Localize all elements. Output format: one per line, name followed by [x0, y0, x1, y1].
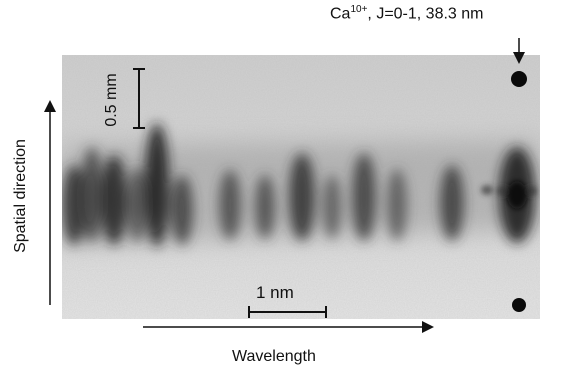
spectrogram-film-image: [62, 55, 540, 319]
ion-line-annotation: Ca10+, J=0-1, 38.3 nm: [330, 4, 483, 23]
vertical-scale-label: 0.5 mm: [103, 73, 120, 127]
transition-info: , J=0-1, 38.3 nm: [367, 5, 484, 23]
ca10-line-core: [481, 181, 537, 209]
reference-dot-top: [511, 71, 527, 87]
x-axis-label: Wavelength: [232, 348, 316, 365]
y-axis-label: Spatial direction: [12, 139, 29, 253]
spectral-lines: [62, 123, 535, 247]
ion-charge: 10+: [350, 4, 368, 15]
reference-dot-bottom: [512, 298, 526, 312]
ion-symbol: Ca: [330, 5, 351, 23]
horizontal-scale-label: 1 nm: [256, 283, 294, 302]
